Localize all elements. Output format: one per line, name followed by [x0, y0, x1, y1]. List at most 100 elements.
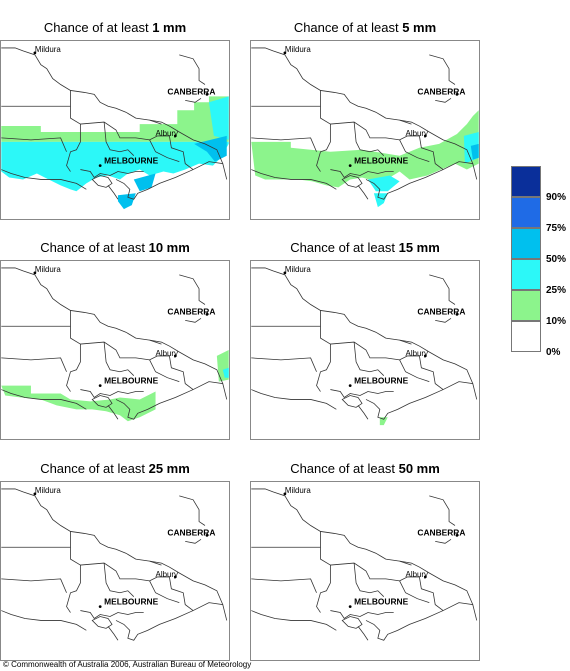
- boundary-line: [330, 389, 394, 399]
- boundary-line: [80, 610, 144, 620]
- rain-probability-region: [1, 385, 156, 422]
- boundary-line: [435, 98, 452, 103]
- boundary-line: [149, 139, 180, 163]
- boundary-line: [357, 185, 369, 200]
- boundary-line: [251, 357, 317, 372]
- boundary-line: [251, 389, 337, 410]
- boundary-line: [1, 357, 67, 372]
- legend-label-90: 90%: [546, 192, 567, 203]
- town-label-melbourne: MELBOURNE: [354, 376, 408, 386]
- legend-label-75: 75%: [546, 223, 567, 234]
- boundary-line: [103, 122, 135, 156]
- legend-swatch-0: [511, 321, 541, 352]
- town-label-canberra: CANBERRA: [417, 306, 465, 316]
- rain-probability-region: [1, 141, 229, 192]
- boundary-line: [1, 137, 67, 152]
- boundary-line: [179, 274, 206, 305]
- panel-title-5mm: Chance of at least 5 mm: [293, 20, 437, 35]
- town-dot: [348, 384, 352, 387]
- boundary-line: [399, 359, 430, 383]
- rain-probability-region: [379, 417, 388, 426]
- town-dot: [98, 605, 102, 608]
- town-dot: [348, 605, 352, 608]
- boundary-line: [1, 169, 87, 190]
- boundary-line: [185, 318, 202, 323]
- boundary-line: [353, 122, 385, 156]
- town-dot: [33, 51, 37, 55]
- map-10mm: Mildura CANBERRA Albury MELBOURNE: [0, 260, 230, 440]
- town-label-mildura: Mildura: [35, 265, 62, 274]
- boundary-line: [399, 560, 412, 566]
- boundary-line: [80, 389, 144, 399]
- boundary-line: [66, 310, 81, 392]
- legend-swatch-50: [511, 228, 541, 259]
- town-dot: [423, 134, 427, 138]
- boundary-line: [107, 405, 119, 420]
- town-dot: [173, 354, 177, 358]
- boundary-line: [316, 310, 331, 392]
- boundary-line: [353, 342, 385, 376]
- boundary-line: [80, 169, 144, 179]
- boundary-line: [107, 626, 119, 641]
- legend-swatch-75: [511, 197, 541, 228]
- boundary-line: [251, 610, 337, 631]
- town-dot: [283, 271, 287, 275]
- boundary-line: [1, 488, 224, 605]
- map-5mm: Mildura CANBERRA Albury MELBOURNE: [250, 40, 480, 220]
- town-dot: [33, 271, 37, 275]
- map-canvas: Mildura CANBERRA Albury MELBOURNE: [1, 486, 228, 641]
- boundary-line: [429, 274, 456, 305]
- town-label-mildura: Mildura: [285, 45, 312, 54]
- boundary-line: [251, 47, 474, 164]
- boundary-line: [115, 602, 228, 641]
- boundary-line: [357, 405, 369, 420]
- boundary-line: [399, 580, 430, 604]
- boundary-line: [399, 339, 412, 345]
- rain-probability-region: [367, 175, 400, 192]
- boundary-line: [1, 47, 224, 164]
- town-label-albury: Albury: [156, 570, 178, 579]
- boundary-line: [330, 610, 394, 620]
- map-25mm: Mildura CANBERRA Albury MELBOURNE: [0, 481, 230, 661]
- boundary-line: [1, 389, 87, 410]
- boundary-line: [429, 54, 456, 85]
- boundary-line: [399, 139, 430, 163]
- legend-label-50: 50%: [546, 254, 567, 265]
- map-15mm: Mildura CANBERRA Albury MELBOURNE: [250, 260, 480, 440]
- boundary-line: [435, 539, 452, 544]
- town-dot: [33, 492, 37, 496]
- town-label-mildura: Mildura: [35, 486, 62, 495]
- town-dot: [205, 313, 209, 316]
- town-label-melbourne: MELBOURNE: [104, 156, 158, 166]
- town-dot: [283, 51, 287, 55]
- town-dot: [455, 313, 459, 316]
- boundary-line: [80, 121, 194, 170]
- legend-swatch-90: [511, 166, 541, 197]
- boundary-line: [365, 602, 478, 641]
- town-label-albury: Albury: [406, 129, 428, 138]
- town-label-canberra: CANBERRA: [167, 306, 215, 316]
- town-label-albury: Albury: [406, 570, 428, 579]
- boundary-line: [185, 539, 202, 544]
- boundary-line: [429, 495, 456, 526]
- town-dot: [98, 384, 102, 387]
- copyright-notice: © Commonwealth of Australia 2006, Austra…: [3, 660, 252, 669]
- town-dot: [173, 134, 177, 138]
- map-canvas: Mildura CANBERRA Albury MELBOURNE: [1, 45, 229, 210]
- boundary-line: [91, 395, 113, 408]
- rain-probability-region: [208, 96, 229, 140]
- map-canvas: Mildura CANBERRA Albury MELBOURNE: [251, 45, 479, 208]
- boundary-line: [149, 580, 180, 604]
- town-label-melbourne: MELBOURNE: [104, 376, 158, 386]
- town-dot: [205, 93, 209, 96]
- rain-probability-region: [251, 110, 479, 188]
- boundary-line: [330, 169, 394, 179]
- boundary-line: [149, 560, 162, 566]
- boundary-line: [251, 169, 337, 190]
- town-dot: [283, 492, 287, 496]
- rain-probability-region: [1, 96, 229, 142]
- town-dot: [455, 93, 459, 96]
- boundary-line: [80, 562, 194, 611]
- map-50mm: Mildura CANBERRA Albury MELBOURNE: [250, 481, 480, 661]
- boundary-line: [1, 267, 224, 384]
